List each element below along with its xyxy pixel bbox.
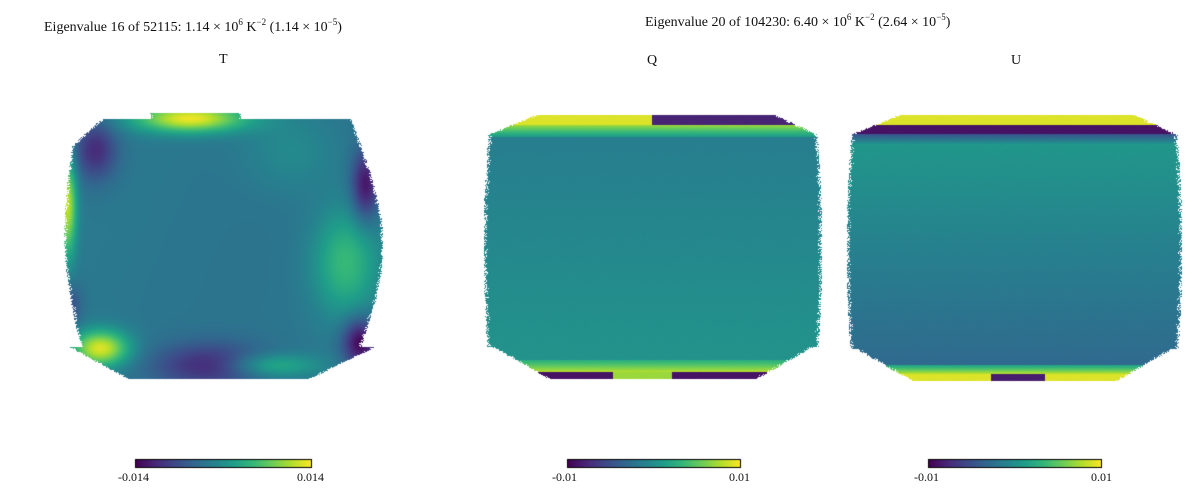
panel-title-u: U — [1011, 53, 1022, 68]
colorbar-q-max-label: 0.01 — [729, 470, 750, 484]
colorbar-u-min-label: -0.01 — [914, 470, 939, 484]
colorbar-u-max-label: 0.01 — [1091, 470, 1112, 484]
panel-title-q: Q — [647, 53, 658, 68]
colorbar-q-min-label: -0.01 — [552, 470, 577, 484]
panel-title-t: T — [219, 52, 228, 67]
left-figure-title: Eigenvalue 16 of 52115: 1.14 × 106 K−2 (… — [44, 17, 342, 35]
right-figure-title: Eigenvalue 20 of 104230: 6.40 × 106 K−2 … — [645, 12, 951, 30]
colorbar-t-min-label: -0.014 — [118, 470, 149, 484]
colorbar-t-max-label: 0.014 — [297, 470, 324, 484]
